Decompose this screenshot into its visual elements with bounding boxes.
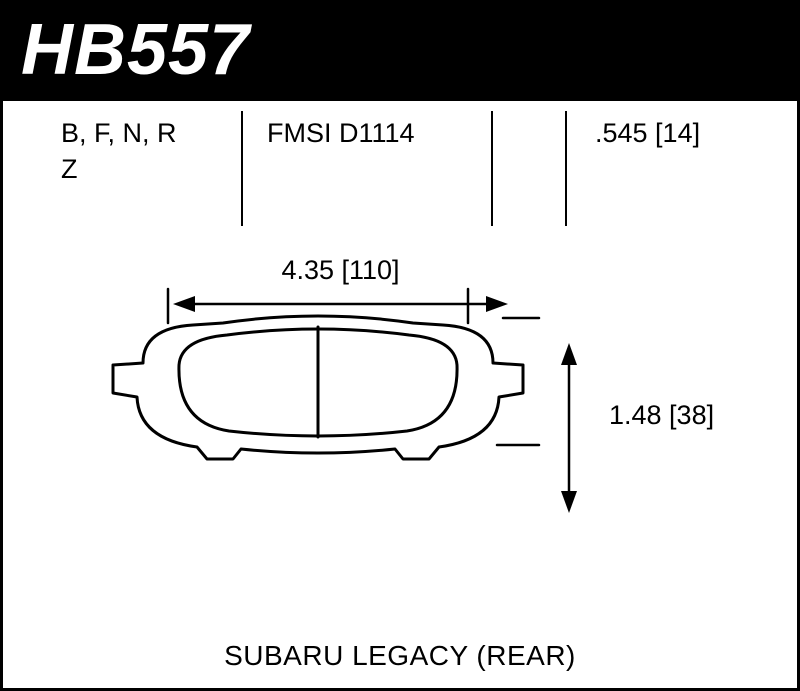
spec-divider xyxy=(241,111,243,226)
spec-divider xyxy=(491,111,493,226)
spec-divider xyxy=(565,111,567,226)
thickness-column: .545 [14] xyxy=(595,115,765,151)
compounds-column: B, F, N, R Z xyxy=(61,115,231,188)
part-number: HB557 xyxy=(21,9,779,91)
header-bar: HB557 xyxy=(3,3,797,101)
compounds-line2: Z xyxy=(61,151,231,187)
height-dimension-label: 1.48 [38] xyxy=(609,401,714,431)
specs-row: B, F, N, R Z FMSI D1114 .545 [14] xyxy=(3,101,797,231)
brake-pad-outline xyxy=(83,273,553,503)
compounds-line1: B, F, N, R xyxy=(61,115,231,151)
product-name: SUBARU LEGACY (REAR) xyxy=(3,640,797,672)
diagram-area: 4.35 [110] xyxy=(3,253,797,628)
fmsi-column: FMSI D1114 xyxy=(267,115,487,151)
